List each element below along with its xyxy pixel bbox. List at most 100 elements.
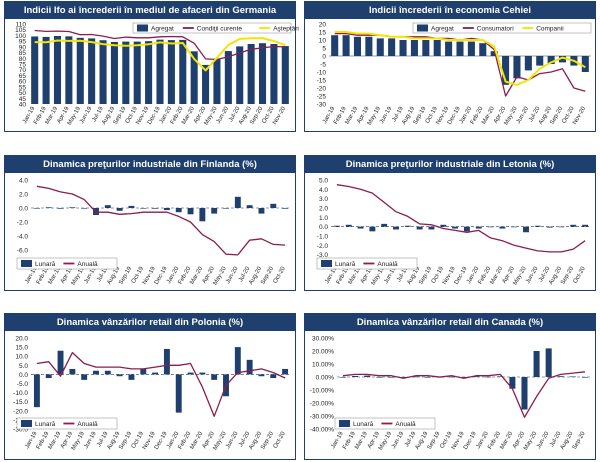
bar	[404, 225, 411, 227]
y-tick-label: -15.0	[13, 399, 28, 406]
y-tick-label: 20.00%	[312, 349, 334, 356]
bar	[399, 40, 407, 56]
x-tick-label: Oct-20	[273, 265, 288, 284]
bar	[342, 35, 350, 56]
legend-box	[412, 22, 592, 34]
legend-swatch	[321, 260, 332, 267]
bar	[376, 38, 384, 56]
legend-swatch	[417, 24, 428, 32]
bar	[116, 208, 123, 211]
bar	[116, 374, 123, 377]
bar	[258, 374, 265, 377]
y-tick-label: 10.0	[15, 354, 28, 361]
y-tick-label: -4.0	[17, 234, 29, 241]
x-tick-label: Jun-20	[225, 265, 240, 284]
bar	[122, 41, 130, 104]
y-tick-label: -20.0	[13, 408, 28, 415]
bar	[400, 377, 407, 378]
bar	[31, 36, 39, 105]
bar	[145, 41, 153, 104]
bar	[152, 208, 159, 209]
bar	[270, 374, 277, 379]
y-tick-label: -1.0	[317, 234, 329, 241]
bar	[69, 207, 76, 208]
bar	[247, 44, 255, 104]
bar	[179, 39, 187, 104]
legend-label: Anuală	[77, 261, 98, 268]
bar	[424, 377, 431, 378]
panel-poland-retail: Dinamica vânzărilor retail din Polonia (…	[4, 313, 296, 460]
legend-label: Anuală	[377, 261, 398, 268]
x-tick-label: Jun-20	[525, 265, 540, 284]
y-tick-label: 5	[322, 46, 326, 53]
y-tick-label: -20.00%	[310, 401, 334, 408]
bar	[33, 374, 40, 408]
chart-title: Indicii încrederii în economia Cehiei	[305, 2, 595, 19]
bar	[270, 44, 278, 104]
y-tick-label: 30.00%	[312, 336, 334, 343]
legend-label: Anuală	[395, 421, 416, 428]
chart-germany-ifo: 404550556065707580859095100105110Jan-19F…	[15, 22, 299, 127]
y-tick-label: 20	[319, 22, 327, 29]
x-tick-label: Jun-19	[379, 105, 394, 124]
bar	[497, 376, 504, 377]
bar	[53, 36, 62, 104]
x-tick-label: Jun-19	[79, 105, 94, 124]
bar	[448, 376, 455, 378]
series-line	[34, 29, 286, 61]
chart-poland-retail: -30.0-25.0-20.0-15.0-10.0-5.00.05.010.01…	[13, 336, 291, 451]
bar	[211, 208, 218, 214]
legend-box	[132, 22, 292, 34]
x-tick-label: Jun-20	[216, 105, 231, 124]
bar	[199, 372, 206, 375]
y-tick-label: 3.0	[319, 196, 328, 203]
y-tick-label: 4.0	[19, 178, 28, 185]
chart-canada-retail: -40.00% -30.00% -20.00% -10.00% 0.00% 10.00% 2…	[310, 336, 591, 451]
panel-latvia-ppi: Dinamica preţurilor industriale din Leto…	[304, 155, 596, 291]
y-tick-label: 50	[19, 90, 27, 97]
bar	[388, 38, 396, 56]
bar	[581, 377, 588, 378]
legend-label: Anuală	[77, 421, 98, 428]
bar	[81, 374, 88, 380]
y-tick-label: 10	[319, 38, 327, 45]
bar	[140, 208, 147, 209]
legend-label: Lunară	[35, 421, 56, 428]
bar	[163, 348, 170, 375]
panel-czech-confidence: Indicii încrederii în economia Cehiei -3…	[304, 1, 596, 132]
panel-germany-ifo: Indicii Ifo ai încrederii în mediul de a…	[4, 1, 299, 132]
bar	[333, 225, 340, 227]
series-line	[342, 371, 586, 418]
bar	[234, 347, 241, 375]
y-tick-label: 2.0	[19, 192, 28, 199]
bar	[163, 208, 170, 211]
y-tick-label: 40	[19, 102, 27, 109]
bar	[45, 374, 52, 379]
bar	[428, 226, 435, 230]
y-tick-label: -40.00%	[310, 427, 334, 434]
bar	[545, 348, 552, 377]
bar	[452, 226, 459, 229]
bar	[369, 226, 376, 232]
y-tick-label: 0	[322, 54, 326, 61]
bar	[433, 40, 441, 56]
bar	[582, 224, 589, 227]
bar	[353, 36, 362, 56]
chart-title: Dinamica preţurilor industriale din Finl…	[5, 156, 295, 173]
bar	[467, 41, 475, 56]
legend-swatch	[339, 420, 350, 427]
bar	[133, 41, 141, 104]
y-tick-label: 5.0	[19, 363, 28, 370]
y-tick-label: 15.0	[15, 345, 28, 352]
y-tick-label: -3.0	[317, 252, 329, 259]
bar	[388, 377, 395, 378]
y-tick-label: -2.0	[17, 220, 29, 227]
y-tick-label: 10.00%	[312, 362, 334, 369]
y-tick-label: 5.0	[319, 178, 328, 185]
legend-label: Companii	[536, 26, 563, 33]
bar	[175, 208, 182, 213]
bar	[128, 205, 135, 208]
y-tick-label: 95	[19, 39, 27, 46]
bar	[473, 376, 480, 378]
y-tick-label: -6.0	[17, 248, 29, 255]
